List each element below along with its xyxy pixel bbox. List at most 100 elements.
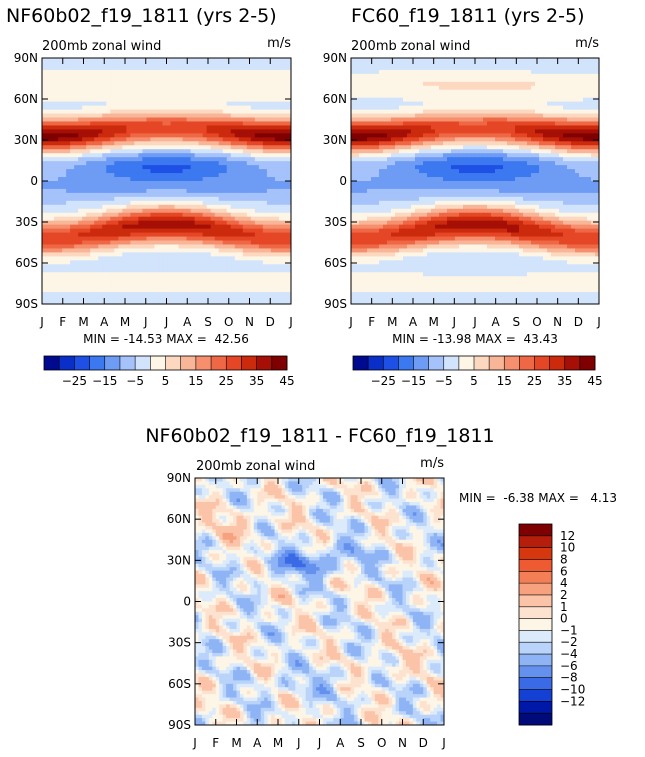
- contour-cell: [547, 73, 552, 79]
- contour-cell: [515, 109, 520, 115]
- contour-cell: [238, 177, 244, 182]
- contour-cell: [130, 117, 135, 123]
- contour-cell: [78, 212, 83, 218]
- contour-cell: [286, 109, 291, 115]
- contour-cell: [403, 77, 408, 83]
- contour-cell: [262, 101, 268, 107]
- contour-cell: [238, 69, 244, 75]
- contour-cell: [202, 216, 208, 222]
- contour-cell: [483, 117, 488, 123]
- contour-cell: [134, 165, 139, 170]
- contour-cell: [66, 300, 71, 304]
- contour-cell: [142, 73, 148, 79]
- contour-cell: [66, 105, 71, 111]
- contour-cell: [194, 81, 200, 87]
- contour-cell: [98, 58, 103, 63]
- contour-cell: [186, 149, 192, 154]
- contour-cell: [142, 169, 148, 174]
- contour-cell: [543, 97, 548, 103]
- contour-cell: [238, 224, 244, 230]
- contour-cell: [499, 58, 504, 63]
- contour-cell: [383, 81, 388, 87]
- contour-cell: [134, 188, 139, 194]
- contour-cell: [495, 69, 500, 75]
- contour-cell: [86, 89, 91, 95]
- contour-cell: [234, 109, 240, 115]
- contour-cell: [551, 81, 556, 87]
- contour-cell: [230, 61, 236, 67]
- contour-cell: [282, 240, 288, 246]
- contour-cell: [419, 73, 424, 79]
- contour-cell: [46, 121, 51, 127]
- contour-cell: [435, 101, 440, 107]
- contour-cell: [78, 177, 83, 182]
- contour-cell: [98, 137, 103, 142]
- contour-cell: [254, 256, 260, 261]
- contour-cell: [122, 137, 127, 142]
- contour-cell: [234, 208, 240, 214]
- colorbar-label: −25: [62, 374, 87, 388]
- contour-cell: [274, 181, 280, 186]
- contour-cell: [266, 248, 272, 254]
- contour-cell: [138, 61, 144, 67]
- contour-cell: [66, 188, 71, 194]
- contour-cell: [70, 141, 75, 146]
- contour-cell: [278, 105, 284, 111]
- contour-cell: [379, 121, 384, 127]
- contour-cell: [130, 149, 135, 154]
- contour-cell: [54, 65, 59, 71]
- contour-cell: [254, 89, 260, 95]
- contour-cell: [42, 101, 47, 107]
- contour-cell: [467, 101, 472, 107]
- contour-cell: [367, 105, 372, 111]
- contour-cell: [154, 85, 160, 91]
- contour-cell: [106, 260, 111, 265]
- contour-cell: [431, 69, 436, 75]
- contour-cell: [54, 181, 59, 186]
- contour-cell: [74, 244, 79, 250]
- contour-cell: [58, 216, 63, 222]
- contour-cell: [487, 65, 492, 71]
- contour-cell: [234, 77, 240, 83]
- contour-cell: [218, 97, 224, 103]
- contour-cell: [58, 184, 63, 190]
- contour-cell: [130, 141, 135, 146]
- contour-cell: [234, 169, 240, 174]
- contour-cell: [106, 153, 111, 158]
- contour-cell: [278, 169, 284, 174]
- contour-cell: [403, 65, 408, 71]
- contour-cell: [262, 256, 268, 261]
- contour-cell: [483, 77, 488, 83]
- contour-cell: [238, 216, 244, 222]
- contour-cell: [230, 121, 236, 127]
- contour-cell: [102, 73, 107, 79]
- contour-cell: [166, 204, 172, 210]
- contour-cell: [198, 117, 204, 123]
- contour-cell: [74, 228, 79, 234]
- contour-cell: [90, 196, 95, 202]
- contour-cell: [555, 105, 560, 111]
- contour-cell: [174, 216, 180, 222]
- contour-cell: [86, 173, 91, 178]
- contour-cell: [182, 200, 188, 206]
- contour-cell: [162, 77, 168, 83]
- contour-cell: [387, 69, 392, 75]
- contour-cell: [427, 93, 432, 99]
- contour-cell: [46, 77, 51, 83]
- contour-cell: [174, 284, 180, 289]
- contour-cell: [50, 188, 55, 194]
- contour-cell: [70, 292, 75, 297]
- contour-cell: [435, 73, 440, 79]
- contour-cell: [427, 101, 432, 107]
- contour-cell: [102, 232, 107, 238]
- contour-cell: [94, 248, 99, 254]
- contour-cell: [190, 216, 196, 222]
- contour-cell: [90, 256, 95, 261]
- x-tick-label: D: [266, 315, 275, 329]
- contour-cell: [54, 133, 59, 138]
- contour-cell: [355, 77, 360, 83]
- contour-cell: [162, 125, 168, 131]
- contour-cell: [579, 101, 584, 107]
- contour-cell: [242, 125, 248, 131]
- contour-cell: [122, 196, 127, 202]
